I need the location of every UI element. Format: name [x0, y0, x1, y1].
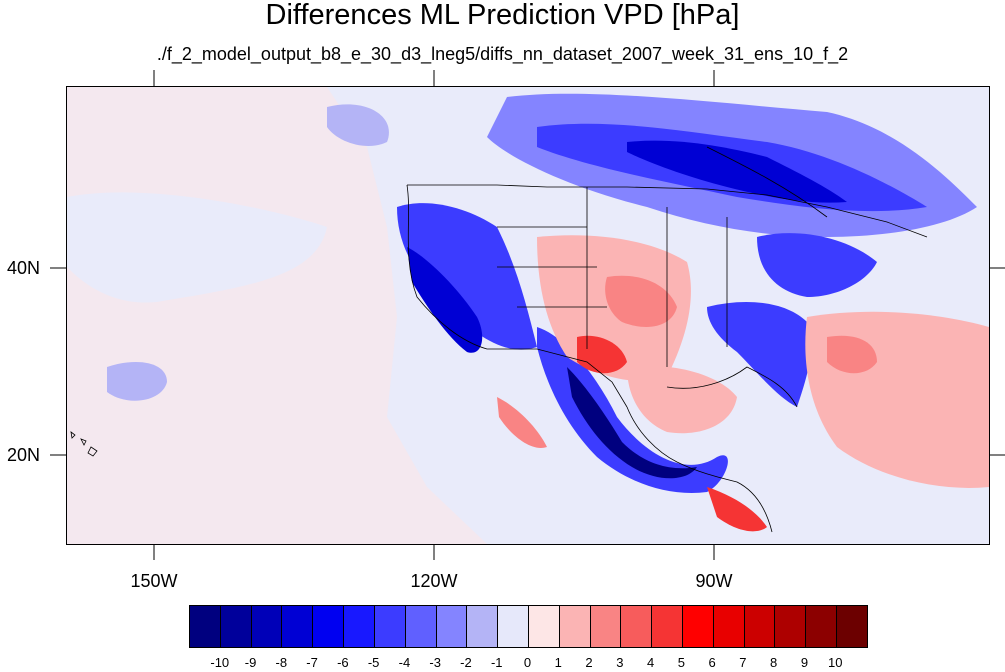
colorbar-tick-label: -4	[398, 655, 411, 670]
colorbar-segment	[683, 606, 714, 647]
hawaii-islands	[70, 431, 98, 457]
colorbar-segment	[498, 606, 529, 647]
y-tick-label-20n: 20N	[6, 445, 40, 465]
canada-darkest-blue	[627, 140, 847, 203]
mexico-blue	[537, 327, 728, 493]
colorbar-segment	[590, 606, 622, 647]
colorbar-tick-label: 6	[708, 655, 716, 670]
colorbar-segment	[713, 606, 745, 647]
gulf-pink	[627, 365, 737, 434]
colorbar-segment	[467, 606, 499, 647]
colorbar-tick-label: 9	[800, 655, 809, 670]
colorbar-tick-label: 8	[770, 655, 778, 670]
colorbar-segment	[559, 606, 591, 647]
colorbar-segment	[775, 606, 807, 647]
colorbar-tick-label: 1	[554, 655, 562, 670]
pacific-light-blue-blob	[107, 362, 167, 401]
colorbar-tick-label: 7	[739, 655, 747, 670]
california-deep-blue	[407, 247, 483, 353]
colorbar-segment	[528, 606, 560, 647]
vpd-difference-field	[67, 87, 989, 544]
baja-red	[497, 397, 547, 448]
colorbar-tick-label: -8	[275, 655, 288, 670]
colorbar-tick-label: -5	[367, 655, 380, 670]
colorbar-segment	[436, 606, 468, 647]
x-tick-label-150w: 150W	[130, 571, 178, 591]
colorbar-segment	[251, 606, 283, 647]
colorbar-segment	[282, 606, 314, 647]
central-america-red	[707, 487, 767, 532]
colorbar-segment	[220, 606, 252, 647]
colorbar	[189, 605, 868, 648]
colorbar-tick-label: 0	[523, 655, 532, 670]
colorbar-tick-label: 5	[677, 655, 685, 670]
west-us-blue	[397, 203, 537, 350]
colorbar-tick-label: 10	[827, 655, 843, 670]
colorbar-segment	[313, 606, 345, 647]
colorbar-tick-label: -10	[210, 655, 230, 670]
y-tick-label-40n: 40N	[6, 258, 40, 278]
colorbar-segment	[806, 606, 838, 647]
colorbar-tick-label: -7	[306, 655, 318, 670]
colorbar-segment	[652, 606, 683, 647]
colorbar-segment	[744, 606, 776, 647]
southeast-us-blue	[707, 302, 812, 407]
x-tick-label-90w: 90W	[695, 571, 733, 591]
colorbar-tick-label: -2	[460, 655, 472, 670]
colorbar-segment	[405, 606, 437, 647]
political-borders	[406, 146, 928, 533]
atlantic-light-red	[827, 335, 877, 374]
colorbar-tick-label: -9	[244, 655, 257, 670]
colorbar-segment	[374, 606, 406, 647]
colorbar-segment	[190, 606, 221, 647]
pacific-bluish-band	[67, 192, 327, 303]
colorbar-tick-label: 4	[646, 655, 655, 670]
colorbar-segment	[837, 606, 867, 647]
central-us-red	[605, 275, 677, 327]
colorbar-tick-label: 2	[585, 655, 593, 670]
pacific-light-blue-blob-2	[327, 104, 389, 147]
mexico-navy	[567, 367, 697, 479]
x-tick-label-120w: 120W	[410, 571, 458, 591]
map-panel	[66, 86, 990, 545]
northeast-us-blue	[757, 233, 877, 297]
colorbar-tick-label: -6	[337, 655, 349, 670]
colorbar-segment	[344, 606, 375, 647]
map-subtitle: ./f_2_model_output_b8_e_30_d3_lneg5/diff…	[156, 44, 849, 64]
colorbar-tick-label: -1	[490, 655, 503, 670]
colorbar-tick-label: 3	[616, 655, 624, 670]
map-title: Differences ML Prediction VPD [hPa]	[265, 0, 740, 31]
colorbar-segment	[621, 606, 653, 647]
colorbar-tick-label: -3	[429, 655, 441, 670]
